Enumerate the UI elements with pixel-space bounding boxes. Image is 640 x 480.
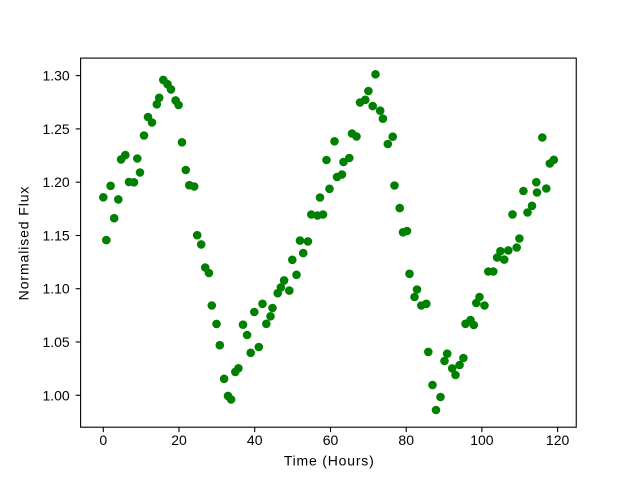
svg-text:Time (Hours): Time (Hours) [284, 453, 375, 469]
svg-text:1.10: 1.10 [42, 281, 69, 297]
svg-text:1.05: 1.05 [42, 334, 69, 350]
svg-text:20: 20 [171, 432, 187, 448]
svg-text:1.25: 1.25 [42, 121, 69, 137]
svg-text:120: 120 [546, 432, 570, 448]
svg-text:60: 60 [323, 432, 339, 448]
svg-text:0: 0 [99, 432, 107, 448]
svg-text:40: 40 [247, 432, 263, 448]
svg-text:1.30: 1.30 [42, 68, 69, 84]
svg-text:1.20: 1.20 [42, 174, 69, 190]
svg-text:Normalised Flux: Normalised Flux [16, 186, 32, 301]
svg-text:100: 100 [470, 432, 494, 448]
svg-text:1.00: 1.00 [42, 387, 69, 403]
svg-text:1.15: 1.15 [42, 228, 69, 244]
svg-text:80: 80 [398, 432, 414, 448]
